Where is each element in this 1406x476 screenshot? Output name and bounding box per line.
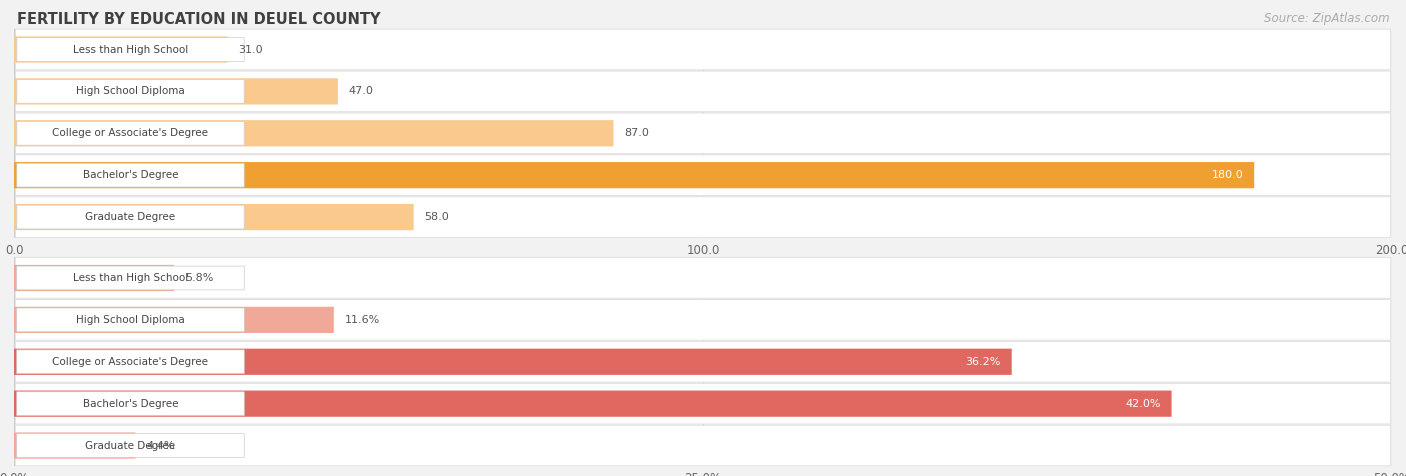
FancyBboxPatch shape <box>14 204 413 230</box>
Text: College or Associate's Degree: College or Associate's Degree <box>52 357 208 367</box>
FancyBboxPatch shape <box>15 258 1391 298</box>
Text: Graduate Degree: Graduate Degree <box>86 212 176 222</box>
FancyBboxPatch shape <box>17 38 245 61</box>
Text: High School Diploma: High School Diploma <box>76 315 184 325</box>
FancyBboxPatch shape <box>17 163 245 187</box>
FancyBboxPatch shape <box>15 113 1391 154</box>
FancyBboxPatch shape <box>14 307 333 333</box>
FancyBboxPatch shape <box>14 120 613 147</box>
Text: Source: ZipAtlas.com: Source: ZipAtlas.com <box>1264 12 1389 25</box>
FancyBboxPatch shape <box>14 36 228 63</box>
Text: High School Diploma: High School Diploma <box>76 86 184 97</box>
FancyBboxPatch shape <box>14 390 1171 417</box>
Text: 11.6%: 11.6% <box>344 315 380 325</box>
Text: 47.0: 47.0 <box>349 86 374 97</box>
FancyBboxPatch shape <box>17 350 245 374</box>
Text: Bachelor's Degree: Bachelor's Degree <box>83 170 179 180</box>
Text: Less than High School: Less than High School <box>73 44 188 55</box>
Text: 42.0%: 42.0% <box>1125 398 1160 409</box>
FancyBboxPatch shape <box>15 155 1391 196</box>
Text: 36.2%: 36.2% <box>966 357 1001 367</box>
FancyBboxPatch shape <box>15 425 1391 466</box>
Text: 31.0: 31.0 <box>239 44 263 55</box>
FancyBboxPatch shape <box>15 29 1391 70</box>
Text: 58.0: 58.0 <box>425 212 450 222</box>
FancyBboxPatch shape <box>14 348 1012 375</box>
FancyBboxPatch shape <box>17 79 245 103</box>
Text: 4.4%: 4.4% <box>146 440 174 451</box>
FancyBboxPatch shape <box>17 308 245 332</box>
FancyBboxPatch shape <box>14 162 1254 188</box>
FancyBboxPatch shape <box>17 121 245 145</box>
FancyBboxPatch shape <box>17 205 245 229</box>
Text: Less than High School: Less than High School <box>73 273 188 283</box>
FancyBboxPatch shape <box>17 392 245 416</box>
Text: Graduate Degree: Graduate Degree <box>86 440 176 451</box>
FancyBboxPatch shape <box>17 266 245 290</box>
FancyBboxPatch shape <box>15 299 1391 340</box>
Text: Bachelor's Degree: Bachelor's Degree <box>83 398 179 409</box>
Text: 87.0: 87.0 <box>624 128 650 139</box>
FancyBboxPatch shape <box>15 341 1391 382</box>
FancyBboxPatch shape <box>14 78 337 105</box>
FancyBboxPatch shape <box>15 383 1391 424</box>
Text: College or Associate's Degree: College or Associate's Degree <box>52 128 208 139</box>
Text: FERTILITY BY EDUCATION IN DEUEL COUNTY: FERTILITY BY EDUCATION IN DEUEL COUNTY <box>17 12 381 27</box>
Text: 5.8%: 5.8% <box>186 273 214 283</box>
Text: 180.0: 180.0 <box>1212 170 1243 180</box>
FancyBboxPatch shape <box>14 265 174 291</box>
FancyBboxPatch shape <box>14 432 135 459</box>
FancyBboxPatch shape <box>15 197 1391 238</box>
FancyBboxPatch shape <box>15 71 1391 112</box>
FancyBboxPatch shape <box>17 434 245 457</box>
